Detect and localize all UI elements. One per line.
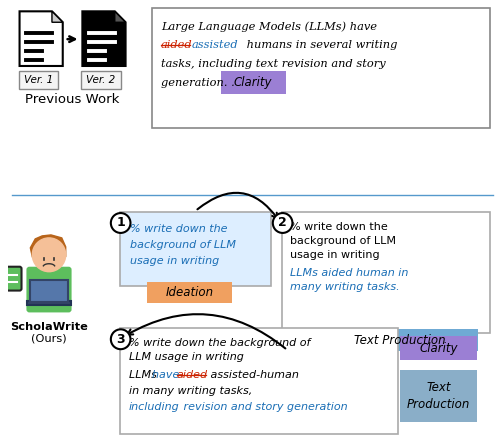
Text: Previous Work: Previous Work: [25, 93, 120, 106]
Text: Ideation: Ideation: [165, 286, 214, 299]
Circle shape: [273, 213, 292, 233]
FancyBboxPatch shape: [282, 212, 490, 333]
Text: LLMs: LLMs: [128, 370, 160, 380]
Text: LLM usage in writing: LLM usage in writing: [128, 352, 244, 362]
Polygon shape: [30, 235, 66, 257]
Text: Text
Production: Text Production: [407, 381, 471, 411]
Text: Clarity: Clarity: [419, 342, 458, 355]
Text: background of LLM: background of LLM: [290, 236, 396, 246]
Text: background of LLM: background of LLM: [130, 240, 237, 250]
Text: % write down the background of: % write down the background of: [128, 338, 310, 348]
FancyBboxPatch shape: [120, 328, 398, 434]
FancyBboxPatch shape: [81, 71, 121, 89]
Polygon shape: [82, 12, 125, 66]
FancyBboxPatch shape: [120, 212, 271, 285]
FancyBboxPatch shape: [18, 71, 58, 89]
Text: aided: aided: [161, 40, 193, 50]
Text: usage in writing: usage in writing: [290, 250, 380, 260]
FancyBboxPatch shape: [321, 329, 478, 351]
FancyBboxPatch shape: [27, 301, 71, 305]
Text: Text Production: Text Production: [354, 334, 445, 347]
Text: assisted: assisted: [191, 40, 238, 50]
Polygon shape: [52, 12, 63, 22]
FancyBboxPatch shape: [26, 267, 72, 313]
Circle shape: [111, 329, 130, 349]
FancyBboxPatch shape: [152, 8, 490, 127]
Polygon shape: [19, 12, 63, 66]
Text: Ver. 2: Ver. 2: [86, 75, 116, 85]
Text: in many writing tasks,: in many writing tasks,: [128, 386, 255, 396]
Text: Large Language Models (LLMs) have: Large Language Models (LLMs) have: [161, 21, 377, 32]
Text: including: including: [128, 402, 179, 412]
Text: LLMs aided human in: LLMs aided human in: [290, 268, 409, 278]
Text: ScholaWrite: ScholaWrite: [10, 322, 88, 333]
Text: % write down the: % write down the: [130, 224, 228, 234]
Text: Clarity: Clarity: [234, 76, 272, 89]
Text: generation. .: generation. .: [161, 78, 235, 88]
Text: tasks, including text revision and story: tasks, including text revision and story: [161, 59, 385, 69]
Circle shape: [111, 213, 130, 233]
Text: 2: 2: [278, 217, 287, 230]
Text: usage in writing: usage in writing: [130, 256, 220, 266]
FancyBboxPatch shape: [30, 280, 68, 302]
Text: revision and story generation: revision and story generation: [180, 402, 347, 412]
Text: assisted-human: assisted-human: [207, 370, 299, 380]
Text: (Ours): (Ours): [31, 333, 67, 343]
Text: % write down the: % write down the: [290, 222, 388, 232]
Text: 1: 1: [117, 217, 125, 230]
Text: humans in several writing: humans in several writing: [244, 40, 398, 50]
FancyBboxPatch shape: [221, 71, 285, 94]
Text: 3: 3: [117, 333, 125, 346]
FancyBboxPatch shape: [400, 370, 477, 422]
Text: many writing tasks.: many writing tasks.: [290, 281, 400, 292]
FancyBboxPatch shape: [147, 281, 232, 304]
Text: aided: aided: [177, 370, 208, 380]
Polygon shape: [115, 12, 125, 22]
Text: have: have: [152, 370, 183, 380]
FancyBboxPatch shape: [400, 336, 477, 360]
Circle shape: [32, 238, 66, 272]
FancyBboxPatch shape: [0, 267, 21, 290]
Text: Ver. 1: Ver. 1: [23, 75, 53, 85]
